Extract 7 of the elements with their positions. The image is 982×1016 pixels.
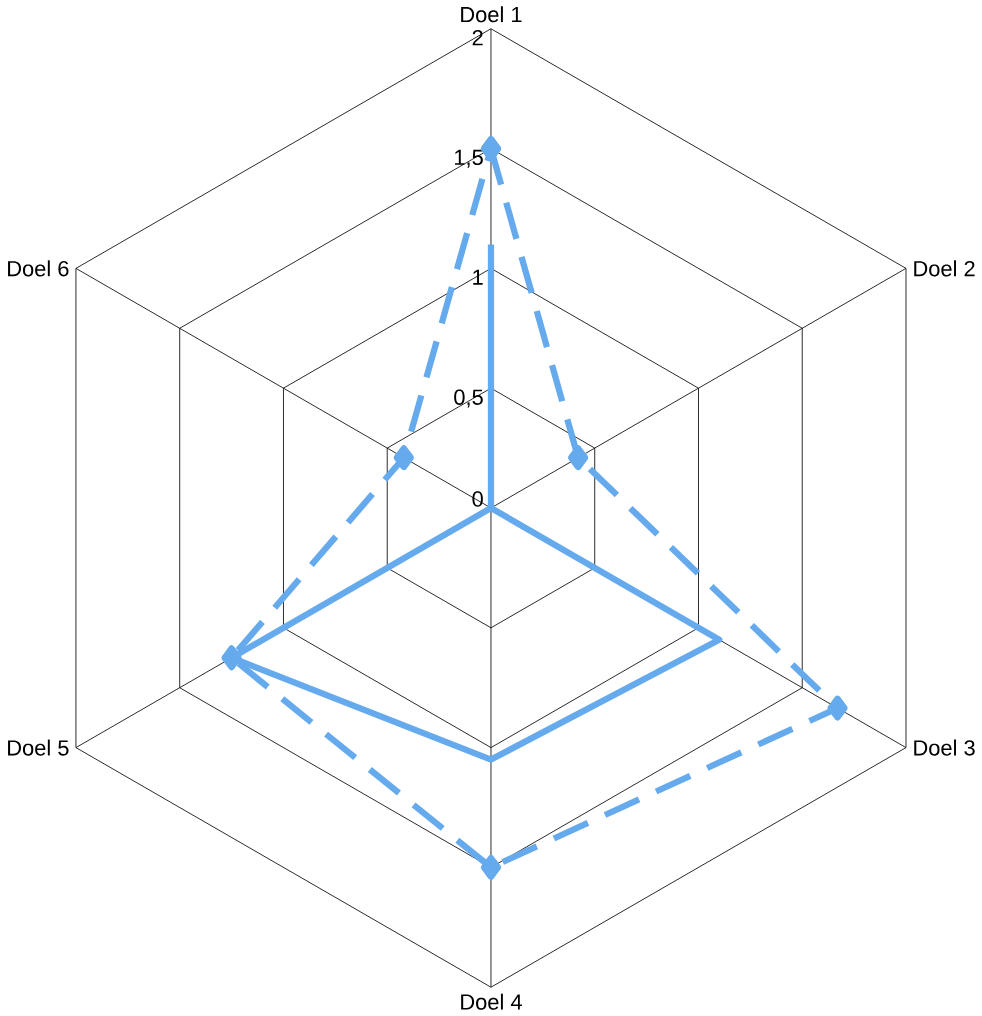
spoke-label: Doel 3 [914, 739, 975, 756]
spoke-label: Doel 5 [8, 739, 69, 756]
spoke-label: Doel 2 [914, 260, 975, 277]
spoke-label: Doel 4 [461, 993, 522, 1010]
spoke-label: Doel 1 [461, 6, 522, 23]
spoke-label: Doel 6 [8, 260, 69, 277]
y-tick-label: 1 [473, 269, 483, 285]
